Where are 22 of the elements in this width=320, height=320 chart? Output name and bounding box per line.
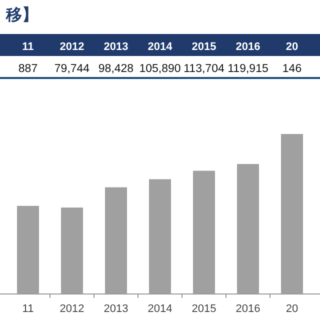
category-label: 2012 — [60, 303, 84, 315]
category-label: 20 — [286, 303, 298, 315]
title: 移】 — [6, 7, 38, 24]
data-label: 98,428 — [98, 63, 134, 75]
category-label: 2016 — [236, 303, 260, 315]
category-label: 11 — [22, 303, 34, 315]
x-tick-label: 2014 — [148, 41, 174, 53]
data-label: 119,915 — [228, 63, 268, 75]
x-tick-label: 2012 — [60, 41, 84, 53]
text: 146 — [282, 63, 302, 75]
x-tick-label: 20 — [286, 41, 298, 53]
data-label: 113,704 — [184, 63, 225, 75]
category-label: 2013 — [104, 303, 128, 315]
data-label: 79,744 — [54, 63, 90, 75]
text: 887 — [18, 63, 38, 75]
x-tick-label: 2015 — [192, 41, 216, 53]
category-label: 2015 — [192, 303, 216, 315]
category-label: 2014 — [148, 303, 172, 315]
x-tick-label: 11 — [22, 41, 34, 53]
x-tick-label: 2013 — [104, 41, 128, 53]
x-tick-label: 2016 — [236, 41, 260, 53]
data-label: 105,890 — [139, 63, 181, 75]
